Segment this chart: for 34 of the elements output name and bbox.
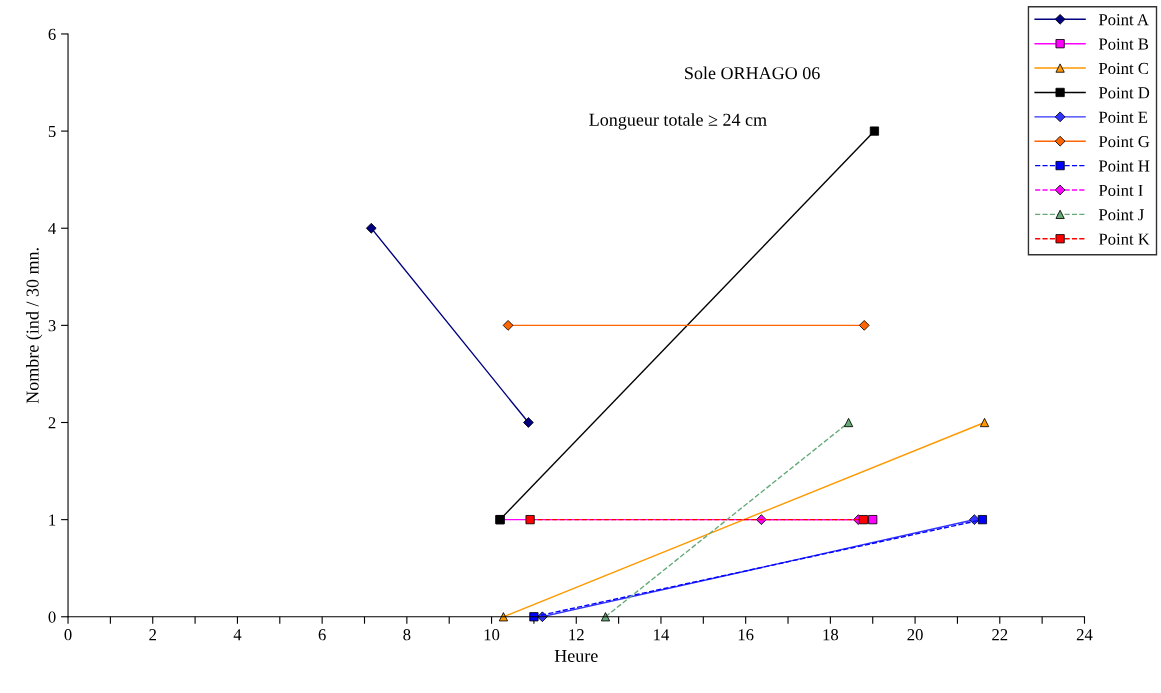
y-axis-title: Nombre (ind / 30 mn. [25, 248, 43, 404]
x-tick-label: 22 [992, 629, 1008, 641]
legend-label: Point D [1098, 87, 1150, 99]
x-tick-label: 24 [1076, 629, 1093, 641]
x-tick-label: 8 [403, 629, 411, 641]
x-tick-label: 16 [738, 629, 754, 641]
x-tick-label: 10 [484, 629, 500, 641]
legend-label: Point H [1098, 160, 1150, 172]
legend-label: Point E [1098, 111, 1148, 123]
y-tick-label: 6 [48, 28, 56, 40]
x-tick-label: 2 [149, 629, 156, 641]
y-tick-label: 3 [48, 320, 56, 332]
legend-label: Point K [1098, 233, 1150, 245]
legend-label: Point J [1098, 209, 1144, 221]
legend-label: Point B [1098, 38, 1149, 50]
x-tick-label: 12 [569, 629, 584, 641]
y-tick-label: 5 [48, 125, 56, 138]
legend-label: Point I [1098, 184, 1143, 196]
x-tick-label: 20 [907, 629, 923, 641]
legend-label: Point A [1098, 14, 1149, 26]
legend-label: Point C [1098, 62, 1148, 75]
legend-label: Point G [1098, 136, 1150, 148]
y-tick-label: 4 [48, 223, 56, 235]
x-tick-label: 6 [318, 629, 326, 641]
x-tick-label: 0 [64, 629, 72, 641]
x-tick-label: 14 [654, 629, 670, 641]
text: Sole ORHAGO 06 [685, 66, 820, 80]
x-tick-label: 4 [233, 629, 242, 641]
text: Longueur totale ≥ 24 cm [589, 113, 767, 130]
y-tick-label: 2 [48, 417, 56, 429]
y-tick-label: 1 [49, 514, 56, 526]
x-axis-title: Heure [554, 649, 598, 662]
y-tick-label: 0 [48, 611, 56, 623]
x-tick-label: 18 [823, 629, 839, 641]
